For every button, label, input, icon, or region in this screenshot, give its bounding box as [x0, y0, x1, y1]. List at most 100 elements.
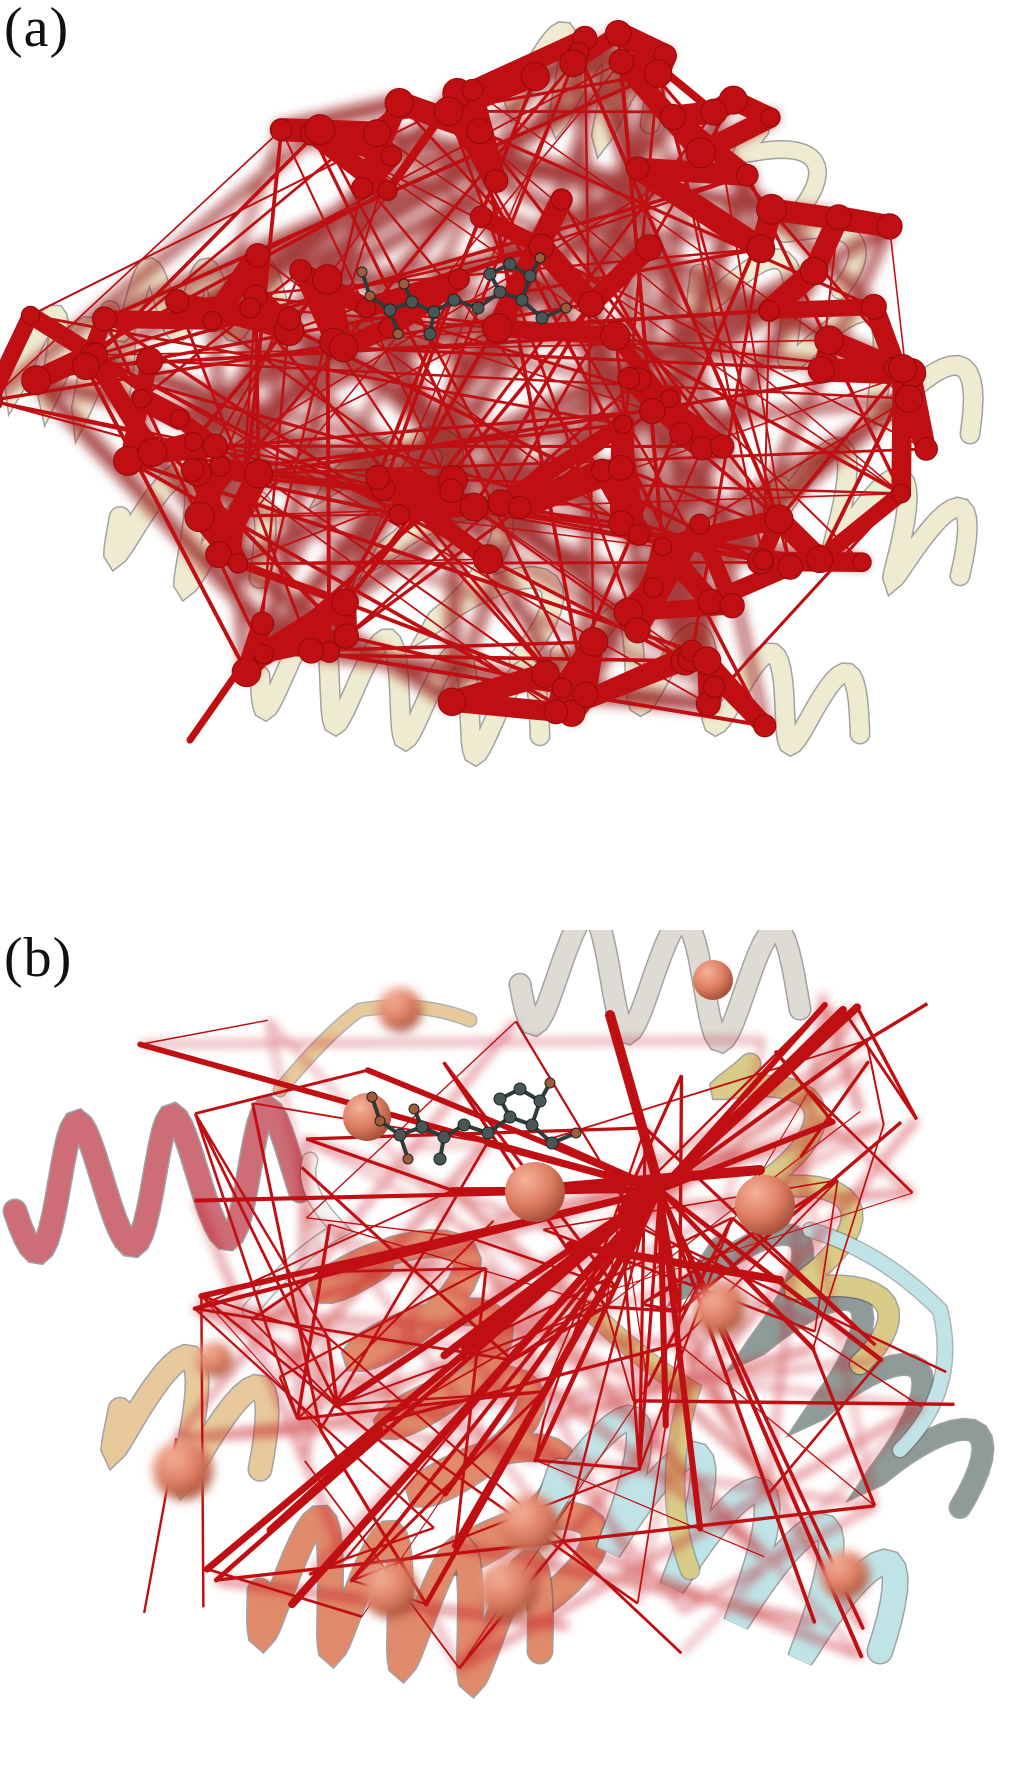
- network-edge: [140, 1038, 764, 1047]
- network-node: [753, 549, 774, 571]
- network-node: [876, 213, 903, 240]
- network-edge: [251, 1318, 922, 1409]
- network-edge: [296, 1220, 495, 1420]
- network-node: [331, 588, 359, 617]
- residue-sphere: [197, 1342, 233, 1378]
- ligand-atom: [481, 1126, 495, 1140]
- network-edge: [191, 277, 330, 444]
- network-edge: [95, 310, 222, 330]
- network-edge: [605, 1010, 665, 1195]
- residue-node: [693, 960, 733, 1000]
- network-edge: [525, 1165, 765, 1195]
- network-node: [270, 118, 293, 141]
- network-node: [333, 623, 360, 649]
- network-node: [472, 544, 504, 575]
- network-node: [227, 553, 249, 574]
- network-edge: [811, 485, 910, 568]
- network-node: [439, 478, 464, 503]
- network-edge: [533, 1187, 663, 1463]
- network-node: [578, 627, 609, 657]
- network-node: [298, 637, 325, 664]
- network-node: [508, 495, 532, 520]
- network-edge: [194, 1068, 369, 1116]
- ligand-atom: [493, 285, 507, 299]
- network-node: [639, 398, 666, 425]
- network-node: [165, 289, 190, 314]
- network-edge: [547, 1039, 867, 1141]
- network-edge: [681, 1503, 876, 1613]
- ligand-molecule-b: [366, 1077, 582, 1166]
- panel-a-label: (a): [4, 0, 70, 59]
- residue-sphere: [693, 960, 733, 1000]
- network-edge: [310, 131, 588, 697]
- edge-layer-b: [137, 992, 955, 1671]
- residue-sphere: [694, 1284, 746, 1336]
- network-node: [825, 204, 852, 231]
- network-edge: [295, 1224, 332, 1420]
- network-node: [312, 264, 343, 295]
- helix-ribbon: [4, 1096, 311, 1264]
- network-edge: [473, 506, 693, 660]
- network-node: [758, 299, 780, 322]
- network-edge: [298, 1167, 310, 1219]
- ligand-atom: [525, 1118, 539, 1132]
- network-edge: [125, 457, 718, 690]
- network-edge: [318, 128, 712, 603]
- network-node: [433, 96, 464, 127]
- network-edge: [305, 1216, 649, 1388]
- network-edge: [237, 558, 489, 565]
- edge-layer-a: [0, 19, 938, 744]
- network-edge: [657, 1038, 869, 1193]
- network-node: [660, 389, 680, 409]
- network-edge: [34, 173, 749, 383]
- network-edge: [799, 1060, 870, 1159]
- network-node: [624, 617, 651, 644]
- network-edge: [297, 1389, 544, 1421]
- network-node: [659, 103, 687, 131]
- network-edge: [119, 352, 159, 470]
- network-node: [91, 306, 117, 332]
- network-edge: [766, 1358, 882, 1496]
- network-edge: [337, 1390, 544, 1407]
- network-node: [608, 454, 635, 481]
- network-edge: [252, 591, 357, 666]
- network-node: [643, 59, 673, 88]
- network-node: [888, 354, 917, 383]
- ligand-atom: [493, 1092, 507, 1106]
- network-node: [653, 537, 673, 557]
- network-node: [697, 588, 724, 615]
- network-edge: [0, 306, 39, 400]
- network-edge: [638, 1217, 734, 1470]
- network-node: [184, 501, 215, 533]
- ligand-atom: [433, 1152, 447, 1166]
- network-edge: [216, 1539, 564, 1582]
- network-node: [72, 352, 100, 381]
- network-edge: [344, 409, 654, 638]
- network-edge: [343, 302, 594, 605]
- network-node: [355, 297, 377, 318]
- ligand-atom: [392, 328, 404, 340]
- network-node: [690, 436, 715, 461]
- network-node: [643, 577, 664, 599]
- network-node: [543, 699, 569, 725]
- network-node: [243, 459, 274, 489]
- network-node: [685, 137, 717, 169]
- panel-b: (b): [0, 930, 1011, 1782]
- network-edge: [176, 1426, 321, 1442]
- network-edge: [636, 1343, 680, 1604]
- network-node: [482, 312, 513, 344]
- network-edge: [454, 1542, 816, 1626]
- network-node: [245, 243, 271, 268]
- network-edge: [193, 1112, 339, 1406]
- network-edge: [326, 1336, 339, 1406]
- network-node: [756, 193, 787, 225]
- network-edge: [288, 1186, 664, 1609]
- network-edge: [680, 1405, 923, 1655]
- network-edge: [380, 1342, 679, 1424]
- network-node: [764, 504, 794, 534]
- network-node: [891, 483, 912, 504]
- network-edge: [192, 1187, 663, 1311]
- network-edge: [637, 1188, 662, 1471]
- network-node: [625, 156, 650, 181]
- network-node: [860, 293, 887, 320]
